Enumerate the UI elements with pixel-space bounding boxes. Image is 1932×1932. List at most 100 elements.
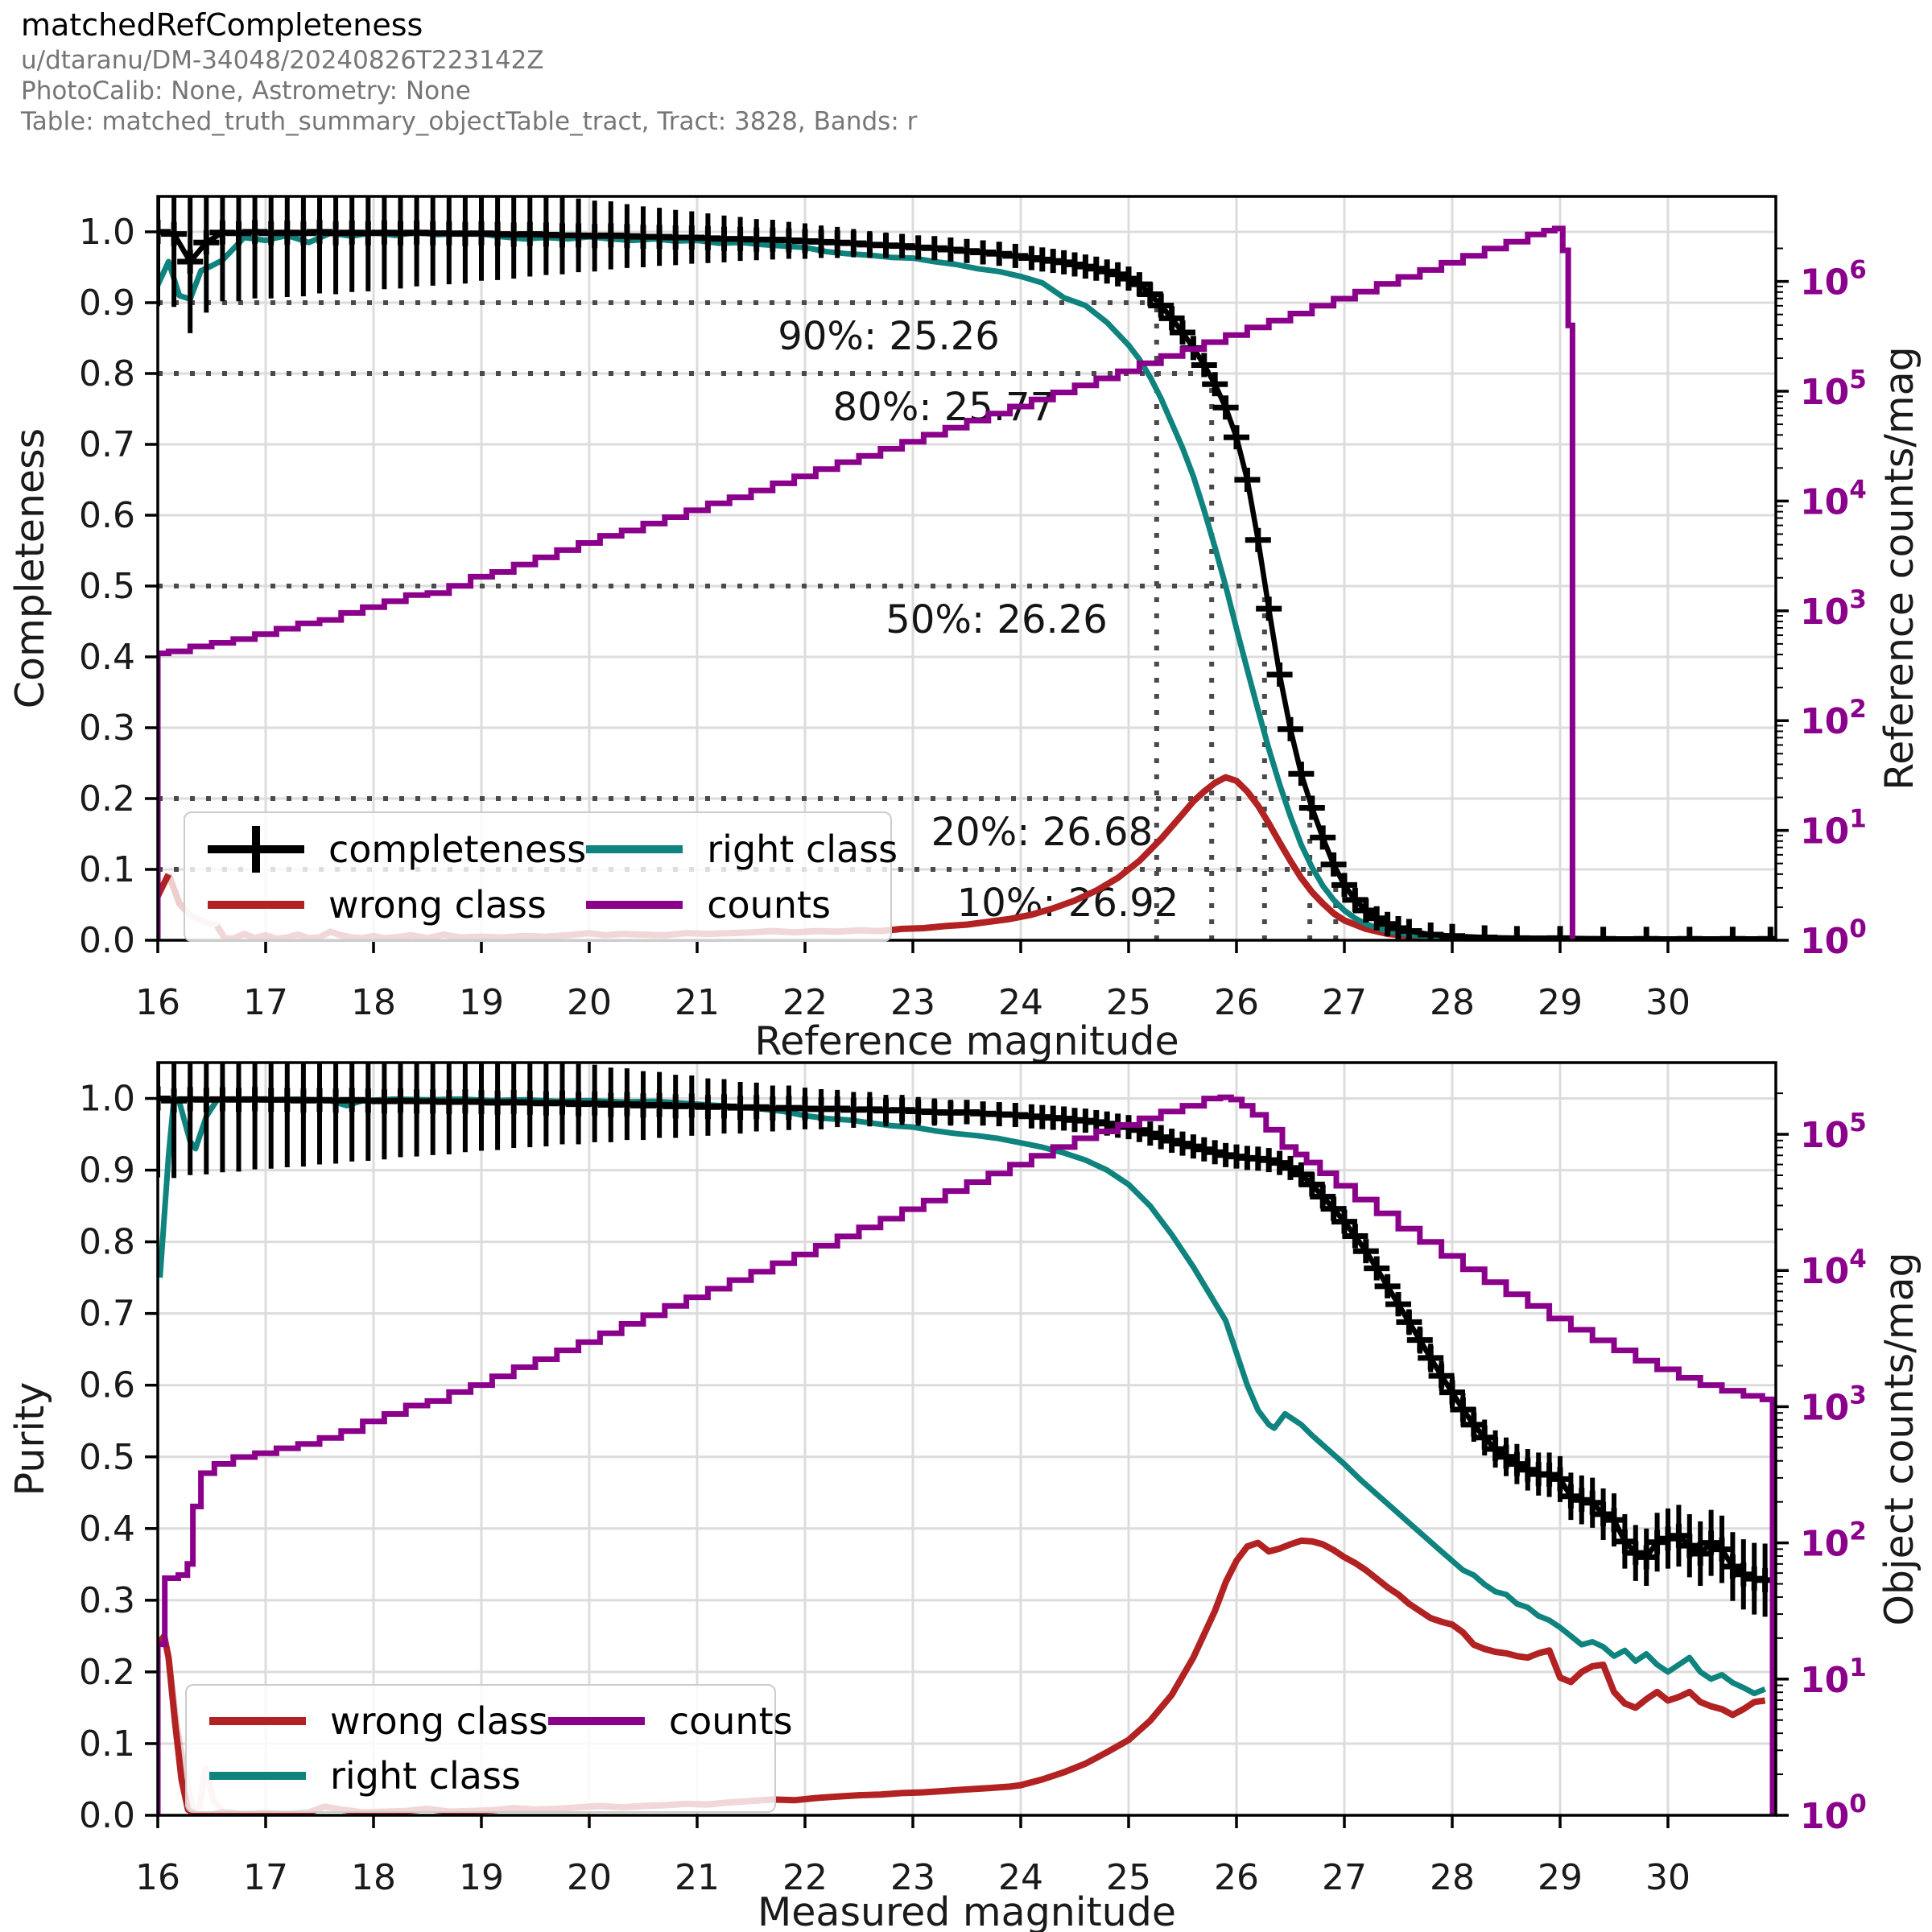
legend-top-plot: completeness wrong class right class cou… [184,811,898,942]
right-class-line-swatch [586,844,683,853]
svg-text:22: 22 [782,1857,828,1898]
svg-text:29: 29 [1538,982,1583,1023]
legend-item-counts: counts [547,1699,793,1743]
svg-text:25: 25 [1106,1857,1151,1898]
svg-text:23: 23 [890,1857,935,1898]
svg-text:23: 23 [890,982,935,1023]
svg-text:21: 21 [675,1857,720,1898]
x-axis-label: Reference magnitude [754,1018,1179,1064]
left-y-axis-label: Completeness [7,428,53,708]
svg-text:0.7: 0.7 [79,424,135,465]
series-counts [158,225,1575,940]
axes-spines [156,195,1777,942]
gridlines [156,196,1776,940]
svg-text:103: 103 [1800,1381,1867,1428]
svg-text:0.0: 0.0 [79,920,135,961]
svg-text:100: 100 [1800,914,1867,962]
svg-text:0.3: 0.3 [79,1580,135,1621]
run-collection: u/dtaranu/DM-34048/20240826T223142Z [21,46,544,75]
legend-label: right class [330,1754,521,1798]
svg-text:0.0: 0.0 [79,1795,135,1836]
svg-text:105: 105 [1800,1108,1867,1156]
svg-text:104: 104 [1800,475,1867,522]
svg-text:101: 101 [1800,805,1867,852]
legend-item-right-class: right class [209,1754,548,1798]
legend-label: wrong class [330,1699,548,1743]
svg-text:27: 27 [1322,982,1367,1023]
svg-text:19: 19 [459,982,504,1023]
legend-bottom-plot: wrong class right class counts [185,1684,793,1813]
svg-text:18: 18 [351,1857,396,1898]
svg-text:103: 103 [1800,585,1867,633]
svg-text:19: 19 [459,1857,504,1898]
svg-text:28: 28 [1430,1857,1475,1898]
axes-spines [156,1061,1777,1817]
svg-text:0.6: 0.6 [79,495,135,536]
svg-text:0.1: 0.1 [79,1724,135,1765]
svg-text:1.0: 1.0 [79,1079,135,1120]
svg-text:0.9: 0.9 [79,283,135,324]
svg-text:0.5: 0.5 [79,1437,135,1478]
right-y-axis-label: Reference counts/mag [1876,346,1922,790]
svg-text:106: 106 [1800,256,1867,303]
x-axis-label: Measured magnitude [758,1889,1176,1932]
right-class-line-swatch [209,1772,306,1780]
svg-text:105: 105 [1800,365,1867,413]
svg-text:0.1: 0.1 [79,849,135,890]
svg-text:27: 27 [1322,1857,1367,1898]
right-y-axis-label: Object counts/mag [1876,1252,1922,1625]
calibration-info: PhotoCalib: None, Astrometry: None [21,76,471,105]
svg-text:20: 20 [567,1857,612,1898]
svg-text:21: 21 [675,982,720,1023]
svg-text:0.2: 0.2 [79,778,135,819]
svg-text:17: 17 [243,1857,288,1898]
plot-purity-vs-measured-magnitude: 16 17 18 19 20 21 22 23 24 25 26 27 28 29 30 0.0 0.1 0.2 0… [7,1061,1922,1932]
svg-text:0.3: 0.3 [79,708,135,749]
svg-text:0.4: 0.4 [79,637,135,678]
legend-item-wrong-class: wrong class [208,883,586,927]
svg-text:16: 16 [135,1857,180,1898]
series-completeness [158,196,1776,940]
completeness-errorbar-swatch [208,825,304,873]
svg-text:0.7: 0.7 [79,1294,135,1335]
svg-text:102: 102 [1800,1517,1867,1565]
legend-item-completeness: completeness [208,825,587,873]
svg-text:0.4: 0.4 [79,1509,135,1550]
counts-line-swatch [586,900,683,909]
svg-text:28: 28 [1430,982,1475,1023]
legend-label: counts [668,1699,793,1743]
svg-text:30: 30 [1645,1857,1690,1898]
legend-label: completeness [328,827,587,871]
svg-text:26: 26 [1214,1857,1259,1898]
table-info: Table: matched_truth_summary_objectTable… [21,107,918,136]
threshold-label: 90%: 25.26 [778,314,1000,359]
svg-text:1.0: 1.0 [79,212,135,253]
svg-text:0.8: 0.8 [79,353,135,394]
figure-header: matchedRefCompleteness u/dtaranu/DM-3404… [21,5,917,137]
svg-text:102: 102 [1800,695,1867,742]
threshold-label: 50%: 26.26 [886,597,1108,642]
page-title: matchedRefCompleteness [21,7,423,43]
svg-text:29: 29 [1538,1857,1583,1898]
svg-text:24: 24 [998,982,1043,1023]
svg-text:24: 24 [998,1857,1043,1898]
svg-text:18: 18 [351,982,396,1023]
svg-text:20: 20 [567,982,612,1023]
series-right class [158,1096,1766,1697]
svg-text:101: 101 [1800,1653,1867,1701]
wrong-class-line-swatch [209,1717,306,1725]
legend-item-wrong-class: wrong class [209,1699,548,1743]
svg-text:0.2: 0.2 [79,1652,135,1693]
axis-ticks-and-labels: 16 17 18 19 20 21 22 23 24 25 26 27 28 29 30 0.0 0.1 0.2 0… [79,212,1867,1023]
legend-item-right-class: right class [586,828,898,871]
svg-text:0.6: 0.6 [79,1365,135,1406]
legend-item-counts: counts [586,883,898,927]
series-counts [158,1094,1776,1815]
svg-text:0.5: 0.5 [79,566,135,607]
svg-text:22: 22 [782,982,828,1023]
svg-text:104: 104 [1800,1245,1867,1292]
svg-text:16: 16 [135,982,180,1023]
svg-text:100: 100 [1800,1790,1867,1837]
